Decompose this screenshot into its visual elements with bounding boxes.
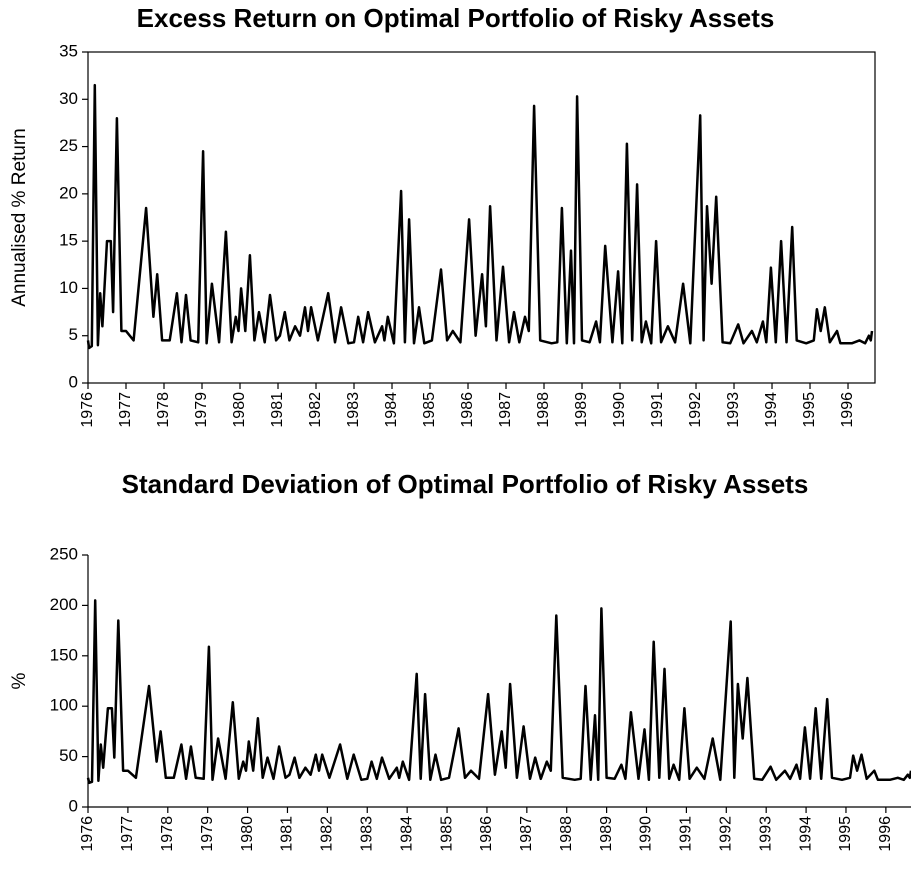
x-tick-label: 1984 xyxy=(398,816,415,852)
y-tick-label: 200 xyxy=(50,595,78,614)
x-tick-label: 1985 xyxy=(421,392,438,428)
y-axis-title: Annualised % Return xyxy=(9,128,30,307)
chart-title: Excess Return on Optimal Portfolio of Ri… xyxy=(136,3,775,33)
x-tick-label: 1994 xyxy=(797,816,814,852)
x-tick-label: 1996 xyxy=(877,816,894,852)
x-tick-label: 1981 xyxy=(269,392,286,428)
x-tick-label: 1989 xyxy=(573,392,590,428)
data-line xyxy=(86,599,911,785)
x-tick-label: 1986 xyxy=(478,816,495,852)
x-tick-label: 1976 xyxy=(79,392,96,428)
x-tick-label: 1993 xyxy=(757,816,774,852)
y-tick-label: 100 xyxy=(50,696,78,715)
x-tick-label: 1987 xyxy=(518,816,535,852)
x-tick-label: 1979 xyxy=(199,816,216,852)
x-tick-label: 1991 xyxy=(678,816,695,852)
y-tick-label: 0 xyxy=(69,372,78,391)
y-axis-title: % xyxy=(9,672,30,689)
y-tick-label: 5 xyxy=(69,325,78,344)
x-tick-label: 1994 xyxy=(763,392,780,428)
data-line xyxy=(86,83,874,350)
x-tick-label: 1982 xyxy=(319,816,336,852)
x-tick-label: 1980 xyxy=(231,392,248,428)
x-tick-label: 1978 xyxy=(159,816,176,852)
y-tick-label: 35 xyxy=(59,41,78,60)
x-tick-label: 1978 xyxy=(155,392,172,428)
y-tick-label: 150 xyxy=(50,645,78,664)
plot-frame xyxy=(87,51,876,384)
x-tick-label: 1993 xyxy=(725,392,742,428)
y-tick-label: 20 xyxy=(59,183,78,202)
x-tick-label: 1986 xyxy=(459,392,476,428)
x-tick-label: 1979 xyxy=(193,392,210,428)
x-tick-label: 1984 xyxy=(383,392,400,428)
y-tick-label: 10 xyxy=(59,278,78,297)
x-tick-label: 1995 xyxy=(837,816,854,852)
x-tick-label: 1990 xyxy=(638,816,655,852)
x-tick-label: 1989 xyxy=(598,816,615,852)
y-tick-label: 15 xyxy=(59,231,78,250)
y-tick-label: 25 xyxy=(59,136,78,155)
x-tick-label: 1976 xyxy=(79,816,96,852)
chart-title: Standard Deviation of Optimal Portfolio … xyxy=(121,469,809,499)
y-tick-label: 0 xyxy=(69,796,78,815)
x-tick-label: 1987 xyxy=(497,392,514,428)
x-tick-label: 1991 xyxy=(649,392,666,428)
x-tick-label: 1990 xyxy=(611,392,628,428)
x-tick-label: 1983 xyxy=(358,816,375,852)
x-tick-label: 1982 xyxy=(307,392,324,428)
x-tick-label: 1985 xyxy=(438,816,455,852)
x-tick-label: 1995 xyxy=(801,392,818,428)
x-tick-label: 1977 xyxy=(117,392,134,428)
x-tick-label: 1983 xyxy=(345,392,362,428)
y-tick-label: 30 xyxy=(59,89,78,108)
x-tick-label: 1992 xyxy=(718,816,735,852)
y-tick-label: 50 xyxy=(59,746,78,765)
x-tick-label: 1988 xyxy=(558,816,575,852)
y-tick-label: 250 xyxy=(50,544,78,563)
x-tick-label: 1992 xyxy=(687,392,704,428)
x-tick-label: 1996 xyxy=(839,392,856,428)
x-tick-label: 1981 xyxy=(279,816,296,852)
x-tick-label: 1988 xyxy=(535,392,552,428)
x-tick-label: 1980 xyxy=(239,816,256,852)
x-tick-label: 1977 xyxy=(119,816,136,852)
